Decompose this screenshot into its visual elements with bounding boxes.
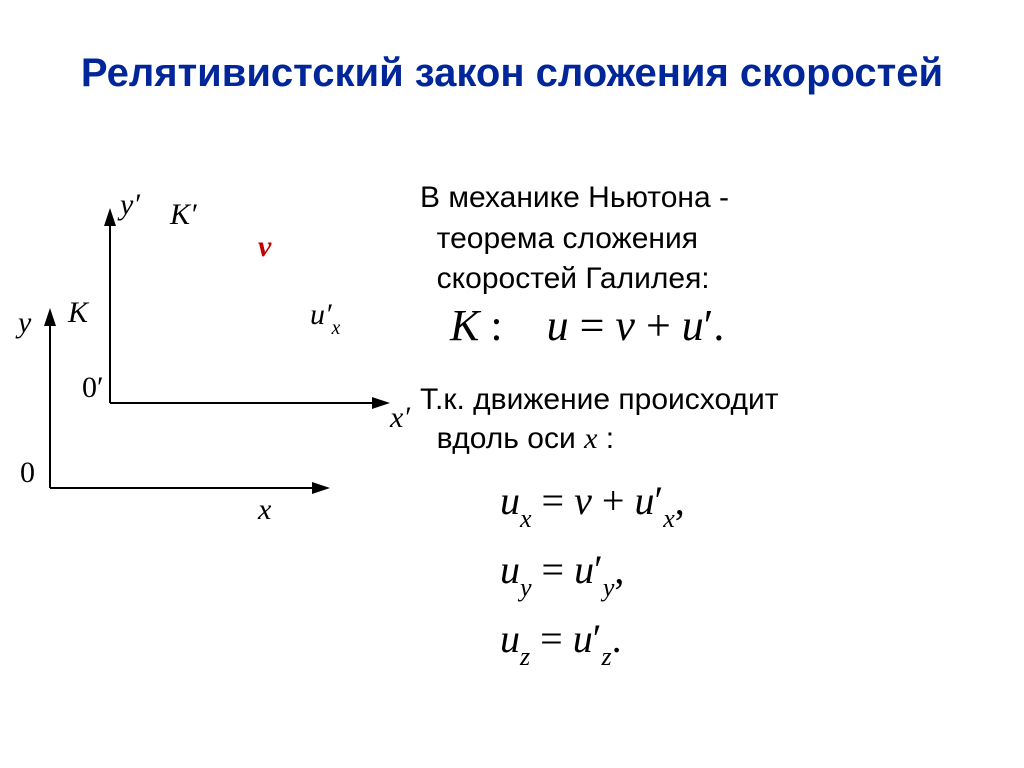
label-zero: 0 xyxy=(20,456,35,490)
label-zero-prime: 0′ xyxy=(82,371,104,405)
reference-frames-diagram: y′ K′ v y K u′x 0′ x′ 0 x xyxy=(10,188,430,518)
label-K: K xyxy=(68,296,88,330)
label-y: y xyxy=(18,306,31,340)
equation-components: ux = v + u′x, uy = u′y, uz = u′z. xyxy=(500,468,685,675)
page-title: Релятивистский закон сложения скоростей xyxy=(0,48,1024,98)
equation-uz: uz = u′z. xyxy=(500,606,685,675)
label-u-prime-x: u′x xyxy=(310,298,340,337)
equation-ux: ux = v + u′x, xyxy=(500,468,685,537)
label-y-prime: y′ xyxy=(120,188,140,222)
label-x: x xyxy=(258,493,271,527)
equation-galileo: K : u = v + u′. xyxy=(450,300,724,351)
equation-uy: uy = u′y, xyxy=(500,537,685,606)
label-K-prime: K′ xyxy=(170,198,197,232)
body-text-1: В механике Ньютона - теорема сложения ск… xyxy=(420,178,1010,300)
label-x-prime: x′ xyxy=(390,401,410,435)
body-text-2: Т.к. движение происходит вдоль оси x : xyxy=(420,380,1010,458)
axes-svg xyxy=(10,188,430,518)
slide: Релятивистский закон сложения скоростей … xyxy=(0,0,1024,768)
label-v: v xyxy=(258,230,271,264)
